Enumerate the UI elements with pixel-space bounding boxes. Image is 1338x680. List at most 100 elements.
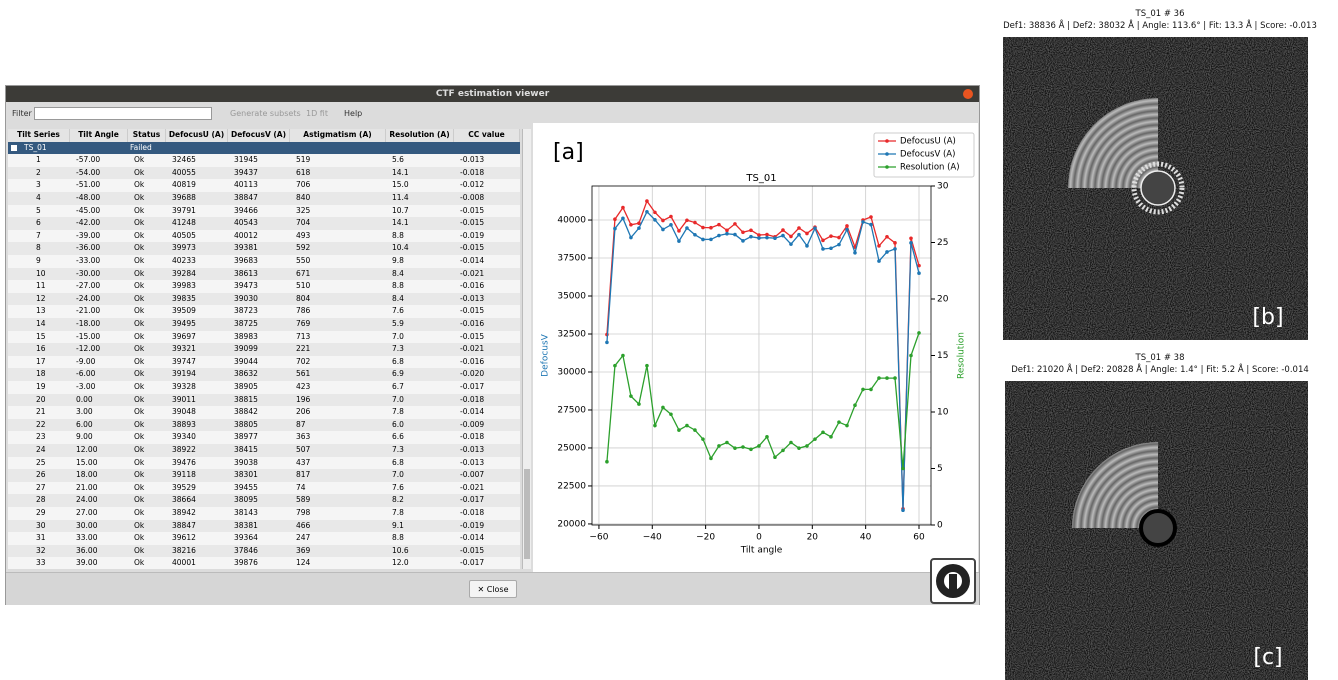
table-cell: 704 <box>296 218 311 228</box>
table-row[interactable]: 8 -36.00 Ok 39973 39381 592 10.4 -0.015 <box>8 242 520 255</box>
table-row[interactable]: 29 27.00 Ok 38942 38143 798 7.8 -0.018 <box>8 507 520 520</box>
table-row[interactable]: 13 -21.00 Ok 39509 38723 786 7.6 -0.015 <box>8 305 520 318</box>
table-cell: -6.00 <box>76 369 96 379</box>
x-tick-label: −60 <box>589 533 608 543</box>
table-row[interactable]: 9 -33.00 Ok 40233 39683 550 9.8 -0.014 <box>8 255 520 268</box>
table-row[interactable]: 18 -6.00 Ok 39194 38632 561 6.9 -0.020 <box>8 368 520 381</box>
table-row[interactable]: 30 30.00 Ok 38847 38381 466 9.1 -0.019 <box>8 519 520 533</box>
data-point <box>837 235 841 240</box>
table-cell: 14 <box>36 319 46 328</box>
column-header[interactable]: DefocusU (A) <box>166 129 228 142</box>
toolbar-button[interactable]: Help <box>344 109 363 118</box>
table-cell: Ok <box>134 155 145 165</box>
table-cell: 40819 <box>172 180 196 190</box>
table-row[interactable]: 1 -57.00 Ok 32465 31945 519 5.6 -0.013 <box>8 154 520 167</box>
toolbar-button[interactable]: Generate subsets <box>230 109 301 118</box>
table-cell: 589 <box>296 495 311 505</box>
table-row[interactable]: 27 21.00 Ok 39529 39455 74 7.6 -0.021 <box>8 481 520 495</box>
table-row[interactable]: 16 -12.00 Ok 39321 39099 221 7.3 -0.021 <box>8 343 520 356</box>
table-row[interactable]: 12 -24.00 Ok 39835 39030 804 8.4 -0.013 <box>8 292 520 306</box>
expand-icon[interactable] <box>11 144 17 151</box>
data-point <box>653 218 657 222</box>
table-cell: 24 <box>36 445 46 454</box>
table-cell: 8 <box>36 243 41 253</box>
table-row[interactable]: 22 6.00 Ok 38893 38805 87 6.0 -0.009 <box>8 418 520 432</box>
column-header[interactable]: Tilt Series <box>8 129 70 142</box>
legend-marker <box>885 139 889 143</box>
table-cell: 23 <box>36 432 46 442</box>
data-point <box>645 363 649 368</box>
chart-area: [a] TS_01 −60 −40 −20 0 20 40 60 20000 22500 25000 2… <box>533 123 978 572</box>
scrollbar[interactable] <box>522 129 531 569</box>
table-row[interactable]: 25 15.00 Ok 39476 39038 437 6.8 -0.013 <box>8 456 520 470</box>
x-axis-label: Tilt angle <box>740 546 783 556</box>
table-cell: 31945 <box>234 155 258 165</box>
chart-title: TS_01 <box>745 173 776 184</box>
table-cell: Ok <box>134 281 145 291</box>
table-cell: -24.00 <box>76 293 101 303</box>
table-row[interactable]: 3 -51.00 Ok 40819 40113 706 15.0 -0.012 <box>8 179 520 192</box>
table-row[interactable]: 4 -48.00 Ok 39688 38847 840 11.4 -0.008 <box>8 192 520 205</box>
table-cell: 206 <box>296 407 311 417</box>
table-cell: -0.008 <box>460 193 485 202</box>
data-point <box>605 340 609 345</box>
column-header[interactable]: Status <box>128 129 166 142</box>
table-cell: 39466 <box>234 205 258 215</box>
filter-input[interactable] <box>34 107 212 120</box>
data-point <box>661 218 665 223</box>
table-row[interactable]: 23 9.00 Ok 39340 38977 363 6.6 -0.018 <box>8 431 520 444</box>
table-row[interactable]: 20 0.00 Ok 39011 38815 196 7.0 -0.018 <box>8 393 520 407</box>
table-cell: 519 <box>296 155 311 165</box>
column-header[interactable]: Tilt Angle <box>70 129 128 142</box>
table-cell: 39044 <box>234 356 258 366</box>
data-point <box>821 238 825 243</box>
table-row[interactable]: 19 -3.00 Ok 39328 38905 423 6.7 -0.017 <box>8 381 520 394</box>
group-row[interactable]: TS_01 Failed <box>8 141 520 155</box>
table-cell: 3.00 <box>76 407 93 417</box>
table-row[interactable]: 5 -45.00 Ok 39791 39466 325 10.7 -0.015 <box>8 204 520 218</box>
data-point <box>861 387 865 392</box>
table-cell: -18.00 <box>76 319 101 328</box>
table-row[interactable]: 24 12.00 Ok 38922 38415 507 7.3 -0.013 <box>8 444 520 457</box>
series-line <box>606 199 920 509</box>
table-row[interactable]: 2 -54.00 Ok 40055 39437 618 14.1 -0.018 <box>8 166 520 180</box>
table-row[interactable]: 17 -9.00 Ok 39747 39044 702 6.8 -0.016 <box>8 355 520 369</box>
table-cell: 22 <box>36 419 46 429</box>
table-cell: 7.0 <box>392 394 404 404</box>
table-row[interactable]: 26 18.00 Ok 39118 38301 817 7.0 -0.007 <box>8 469 520 482</box>
table-row[interactable]: 31 33.00 Ok 39612 39364 247 8.8 -0.014 <box>8 532 520 545</box>
table-row[interactable]: 14 -18.00 Ok 39495 38725 769 5.9 -0.016 <box>8 318 520 331</box>
table-row[interactable]: 15 -15.00 Ok 39697 38983 713 7.0 -0.015 <box>8 330 520 344</box>
table-row[interactable]: 7 -39.00 Ok 40505 40012 493 8.8 -0.019 <box>8 229 520 243</box>
table-cell: 39321 <box>172 344 196 354</box>
column-header[interactable]: Astigmatism (A) <box>290 129 386 142</box>
toolbar-button[interactable]: 1D fit <box>306 109 328 118</box>
table-cell: Ok <box>134 407 145 417</box>
column-header[interactable]: CC value <box>454 129 520 142</box>
table-row[interactable]: 11 -27.00 Ok 39983 39473 510 8.8 -0.016 <box>8 280 520 293</box>
table-cell: -0.017 <box>460 495 485 505</box>
y2-tick-label: 20 <box>937 295 949 305</box>
table-cell: 39509 <box>172 306 196 316</box>
scroll-thumb[interactable] <box>524 469 530 559</box>
y-tick-label: 40000 <box>557 216 586 226</box>
table-row[interactable]: 32 36.00 Ok 38216 37846 369 10.6 -0.015 <box>8 544 520 558</box>
window-close[interactable] <box>963 89 973 99</box>
data-point <box>717 222 721 227</box>
table-cell: 437 <box>296 457 311 467</box>
table-row[interactable]: 33 39.00 Ok 40001 39876 124 12.0 -0.017 <box>8 557 520 569</box>
column-header[interactable]: DefocusV (A) <box>228 129 290 142</box>
table-row[interactable]: 6 -42.00 Ok 41248 40543 704 14.1 -0.015 <box>8 217 520 230</box>
table-cell: 38847 <box>172 520 196 530</box>
table-cell: 38632 <box>234 369 258 379</box>
table-cell: 39011 <box>172 394 196 404</box>
column-header[interactable]: Resolution (A) <box>386 129 454 142</box>
table-cell: 38415 <box>234 445 258 454</box>
close-button[interactable]: ✕ Close <box>469 580 517 598</box>
table-row[interactable]: 28 24.00 Ok 38664 38095 589 8.2 -0.017 <box>8 494 520 507</box>
table-cell: 9.1 <box>392 520 404 530</box>
table-row[interactable]: 10 -30.00 Ok 39284 38613 671 8.4 -0.021 <box>8 267 520 281</box>
table-cell: 561 <box>296 369 311 379</box>
table-row[interactable]: 21 3.00 Ok 39048 38842 206 7.8 -0.014 <box>8 406 520 419</box>
data-point <box>749 447 753 452</box>
